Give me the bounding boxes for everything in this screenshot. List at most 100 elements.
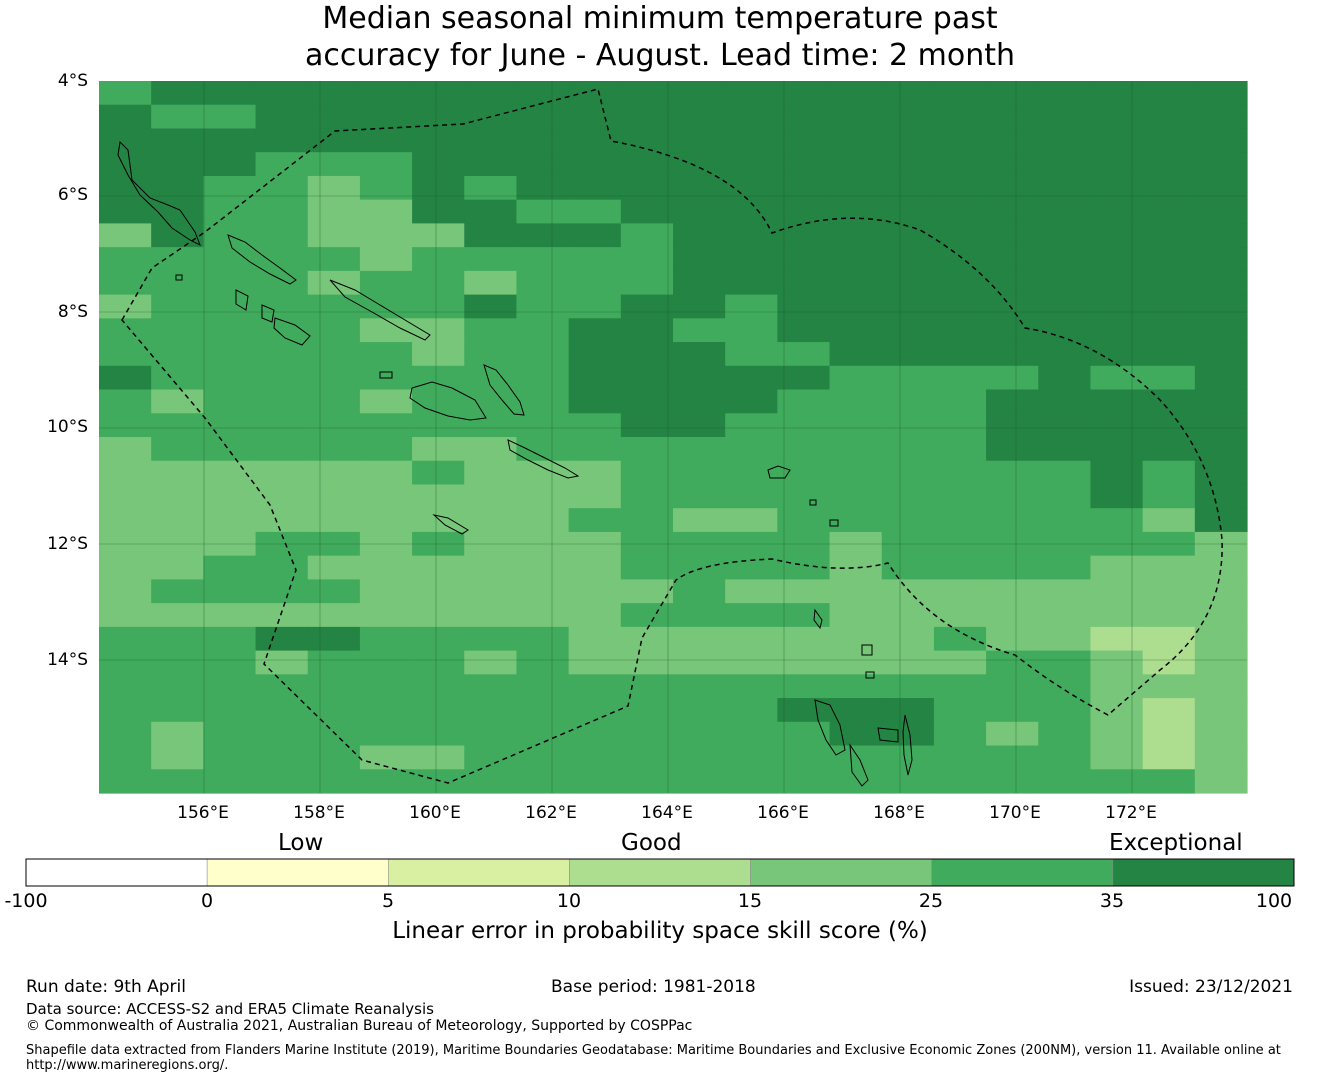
grid-cell <box>1090 460 1144 486</box>
grid-cell <box>986 650 1039 675</box>
santa-isabel-island <box>329 279 431 341</box>
grid-cell <box>933 223 987 248</box>
grid-cell <box>203 413 257 438</box>
coastlines <box>117 140 913 787</box>
grid-cell <box>1194 389 1248 414</box>
grid-cell <box>412 460 465 486</box>
grid-cell <box>1194 674 1248 699</box>
grid-cell <box>464 745 518 770</box>
grid-cell <box>620 508 674 533</box>
grid-cell <box>203 674 257 699</box>
grid-cell <box>725 270 778 296</box>
grid-cell <box>568 104 622 130</box>
grid-cell <box>1194 294 1248 319</box>
grid-cell <box>359 437 413 462</box>
grid-cell <box>255 128 309 153</box>
grid-cell <box>620 721 674 747</box>
grid-cell <box>829 721 883 747</box>
grid-cell <box>203 104 257 130</box>
espiritu-santo-island <box>814 699 846 756</box>
grid-cell <box>151 342 204 367</box>
grid-cell <box>777 674 831 699</box>
vanuatu-islands <box>813 608 913 787</box>
grid-cell <box>673 508 726 533</box>
grid-cell <box>203 484 257 509</box>
colorbar-frame <box>25 858 1295 887</box>
grid-cell <box>412 389 465 414</box>
grid-cell <box>1194 437 1248 462</box>
grid-cell <box>1194 769 1248 794</box>
grid-cell <box>568 721 622 747</box>
grid-cell <box>1090 555 1144 580</box>
grid-cell <box>881 270 935 296</box>
grid-cell <box>412 650 465 675</box>
map-title: Median seasonal minimum temperature past… <box>0 0 1320 74</box>
grid-cell <box>464 555 518 580</box>
grid-cell <box>1142 318 1196 343</box>
grid-cell <box>986 223 1039 248</box>
grid-cell <box>1038 698 1092 723</box>
grid-cell <box>516 555 570 580</box>
grid-cell <box>933 626 987 652</box>
grid-cell <box>568 81 622 106</box>
grid-cell <box>568 223 622 248</box>
grid-cell <box>412 294 465 319</box>
grid-cell <box>777 365 831 391</box>
grid-cell <box>881 626 935 652</box>
grid-cell <box>725 81 778 106</box>
grid-cell <box>307 626 361 652</box>
grid-cell <box>464 128 518 153</box>
grid-cell <box>829 128 883 153</box>
category-exceptional-label: Exceptional <box>1109 830 1243 856</box>
grid-cell <box>359 579 413 604</box>
grid-cell <box>516 152 570 177</box>
lon-label: 160°E <box>409 803 461 823</box>
grid-cell <box>516 579 570 604</box>
graticule <box>99 81 1247 793</box>
grid-cell <box>255 247 309 272</box>
grid-cell <box>673 626 726 652</box>
grid-cell <box>1090 603 1144 628</box>
grid-cell <box>307 603 361 628</box>
grid-cell <box>933 769 987 794</box>
grid-cell <box>307 674 361 699</box>
grid-cell <box>1090 745 1144 770</box>
grid-cell <box>777 128 831 153</box>
grid-cell <box>673 745 726 770</box>
grid-cell <box>829 626 883 652</box>
colorbar-tick: 10 <box>556 890 582 912</box>
grid-cell <box>1090 389 1144 414</box>
grid-cell <box>203 437 257 462</box>
grid-cell <box>99 674 152 699</box>
grid-cell <box>933 342 987 367</box>
grid-cell <box>1194 270 1248 296</box>
grid-cell <box>1142 199 1196 224</box>
grid-cell <box>1194 365 1248 391</box>
lat-label: 12°S <box>47 534 88 554</box>
grid-cell <box>99 484 152 509</box>
grid-cell <box>673 294 726 319</box>
grid-cell <box>1038 389 1092 414</box>
grid-cell <box>986 318 1039 343</box>
grid-cell <box>725 579 778 604</box>
grid-cell <box>829 555 883 580</box>
grid-cell <box>1194 555 1248 580</box>
grid-cell <box>464 81 518 106</box>
grid-cell <box>203 650 257 675</box>
grid-cell <box>1194 484 1248 509</box>
grid-cell <box>725 721 778 747</box>
grid-cell <box>464 152 518 177</box>
grid-cell <box>933 484 987 509</box>
grid-cell <box>151 365 204 391</box>
grid-cell <box>620 555 674 580</box>
grid-cell <box>255 437 309 462</box>
grid-cell <box>412 223 465 248</box>
grid-cell <box>464 769 518 794</box>
grid-cell <box>359 318 413 343</box>
grid-cell <box>881 437 935 462</box>
grid-cell <box>986 413 1039 438</box>
grid-cell <box>829 437 883 462</box>
grid-cell <box>673 342 726 367</box>
grid-cell <box>151 104 204 130</box>
grid-cell <box>203 365 257 391</box>
